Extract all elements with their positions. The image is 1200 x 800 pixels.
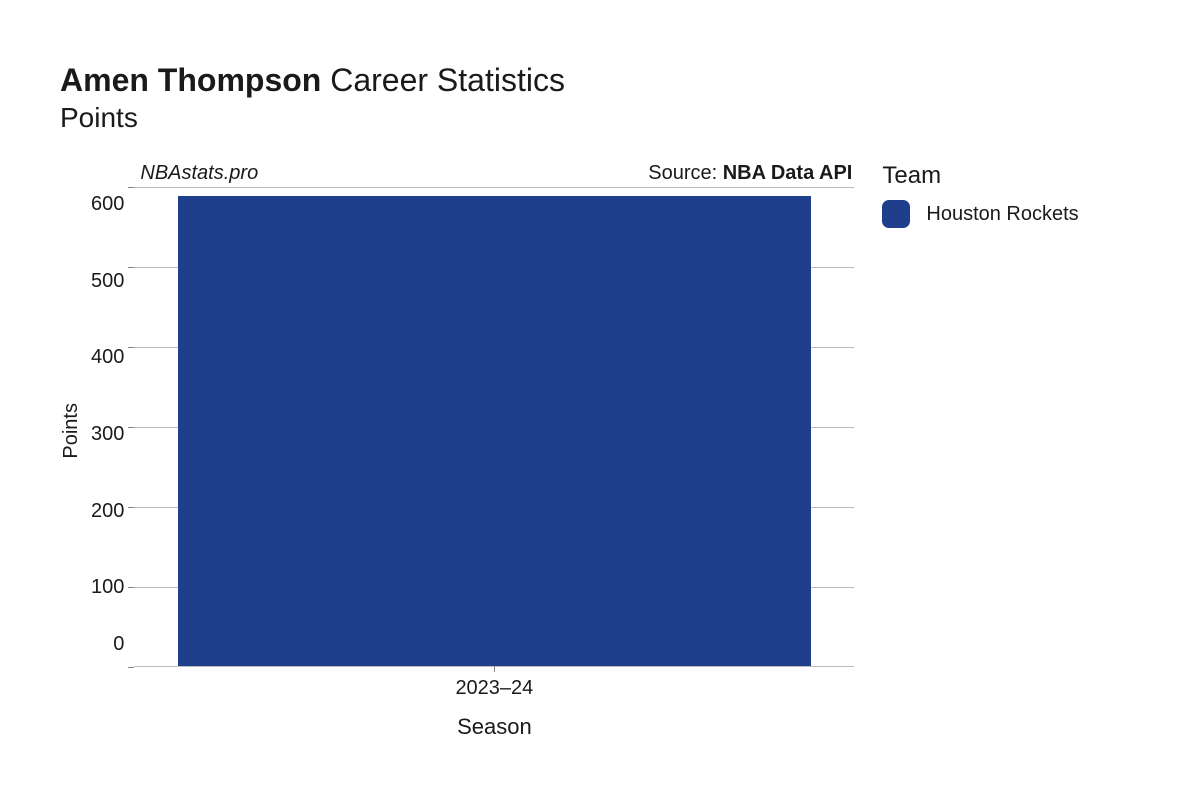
legend-title: Team [882,162,1078,190]
x-tick-mark [494,666,495,672]
y-tick-label: 300 [91,424,124,444]
y-axis-ticks: 0 100 200 300 400 500 600 [91,184,134,664]
gridline [134,187,854,188]
chart-subtitle: Points [60,102,1160,134]
plot-area [134,187,854,667]
watermark-text: NBAstats.pro [140,162,258,185]
legend: Team Houston Rockets [882,162,1078,228]
source-attribution: Source: NBA Data API [648,162,852,185]
plot-wrap: NBAstats.pro Source: NBA Data API 2023–2… [134,162,854,740]
x-axis-label: Season [134,714,854,740]
y-tick-label: 600 [91,194,124,214]
y-tick-label: 500 [91,271,124,291]
player-name: Amen Thompson [60,62,321,98]
chart-title: Amen Thompson Career Statistics [60,60,1160,100]
y-tick-mark [128,347,134,348]
legend-swatch [882,200,910,228]
y-tick-mark [128,427,134,428]
source-prefix: Source: [648,162,722,184]
x-tick-label: 2023–24 [455,677,533,700]
title-suffix: Career Statistics [330,62,565,98]
legend-label: Houston Rockets [926,203,1078,226]
chart-row: Points 0 100 200 300 400 500 600 NBAstats.pro … [60,162,1160,740]
legend-item: Houston Rockets [882,200,1078,228]
y-tick-mark [128,587,134,588]
y-axis-label: Points [60,403,83,459]
y-tick-label: 400 [91,347,124,367]
y-tick-mark [128,267,134,268]
source-name: NBA Data API [723,162,853,184]
y-tick-mark [128,667,134,668]
annotation-row: NBAstats.pro Source: NBA Data API [134,162,854,187]
y-tick-mark [128,187,134,188]
x-axis-ticks: 2023–24 [134,677,854,700]
title-block: Amen Thompson Career Statistics Points [60,60,1160,134]
y-tick-mark [128,507,134,508]
y-tick-label: 200 [91,501,124,521]
y-tick-label: 0 [91,634,124,654]
y-tick-label: 100 [91,577,124,597]
bar [178,196,812,666]
chart-container: Amen Thompson Career Statistics Points P… [0,0,1200,800]
